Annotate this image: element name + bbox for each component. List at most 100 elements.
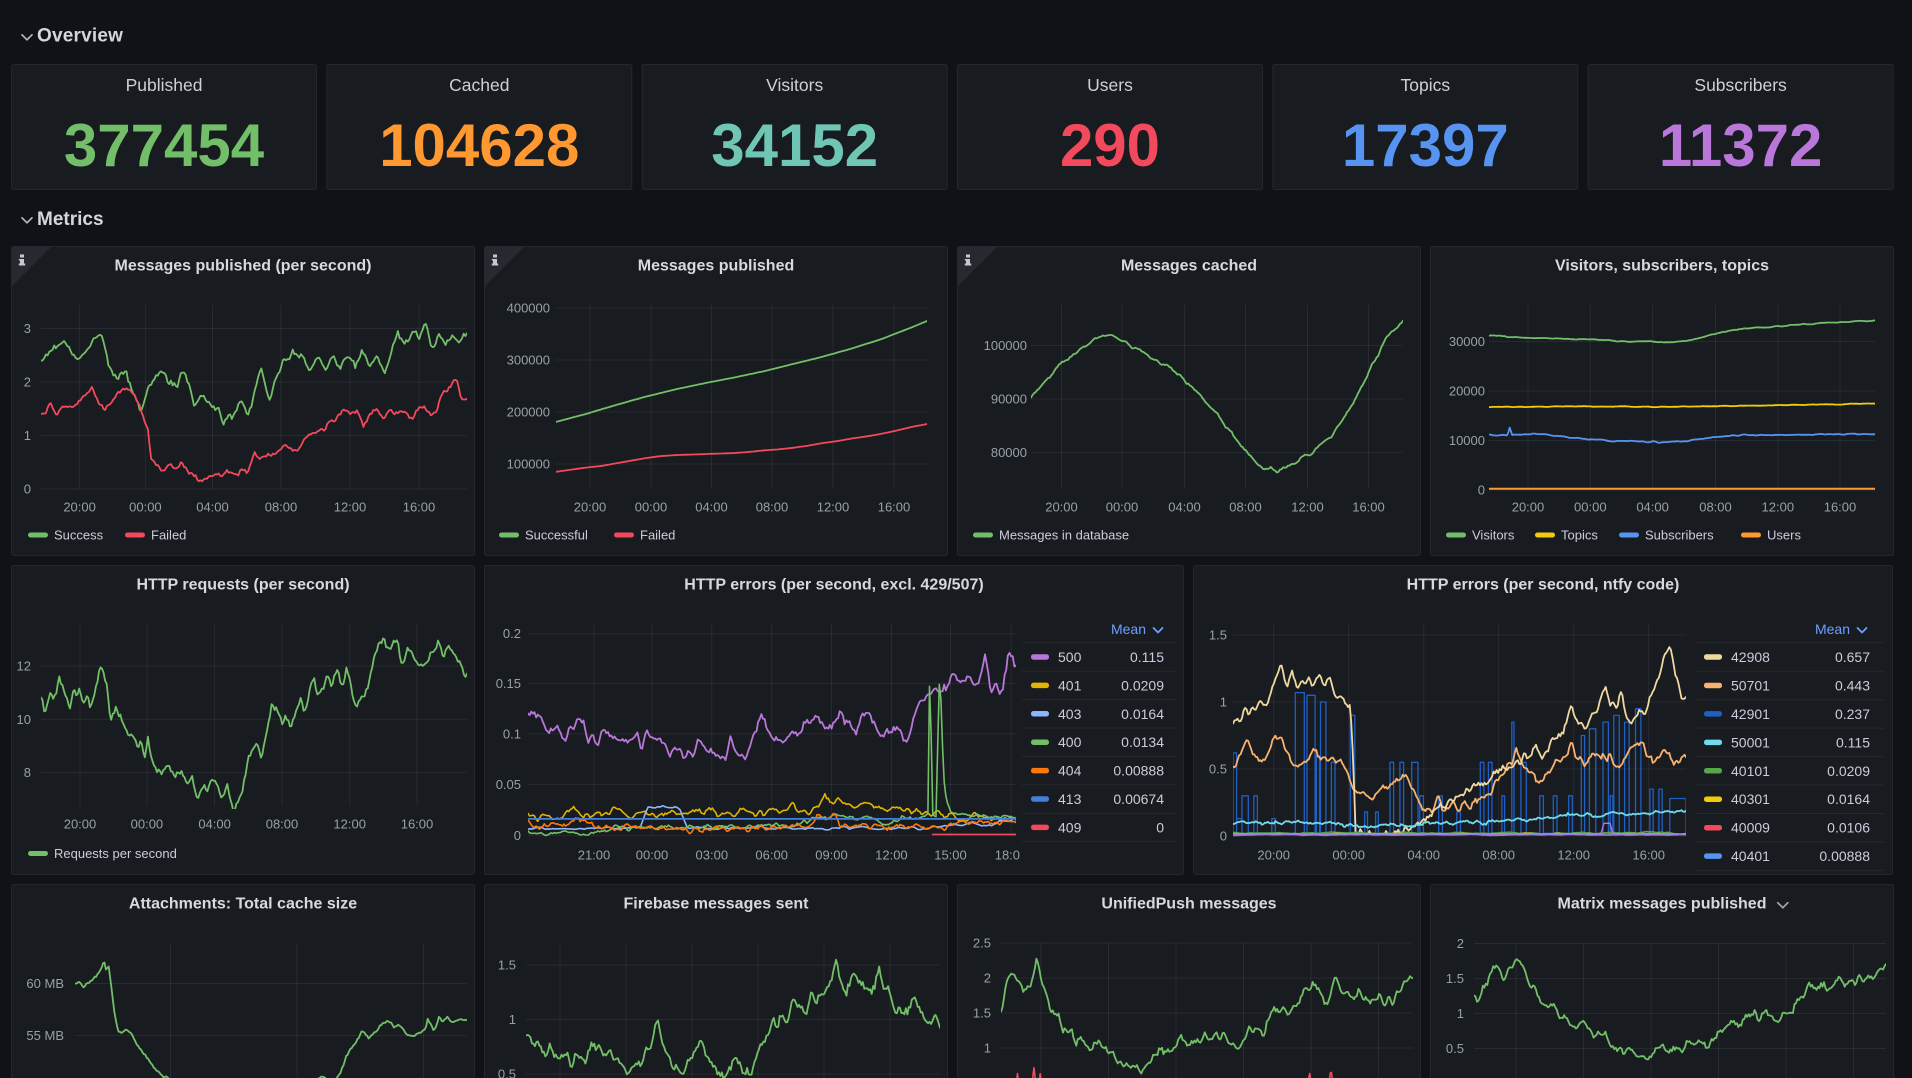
svg-text:Metrics: Metrics (37, 209, 104, 230)
svg-text:Users: Users (1087, 75, 1133, 95)
svg-text:40401: 40401 (1731, 848, 1770, 864)
svg-text:17397: 17397 (1342, 112, 1509, 179)
svg-text:0.2: 0.2 (503, 626, 521, 641)
svg-text:1.5: 1.5 (1446, 971, 1464, 986)
svg-text:Visitors: Visitors (1472, 528, 1515, 543)
svg-text:0.115: 0.115 (1130, 649, 1164, 665)
svg-text:400: 400 (1058, 734, 1082, 750)
svg-text:16:00: 16:00 (1632, 848, 1665, 863)
svg-text:16:00: 16:00 (878, 500, 911, 515)
svg-text:0.15: 0.15 (496, 676, 521, 691)
svg-text:00:00: 00:00 (636, 848, 669, 863)
svg-text:0.5: 0.5 (498, 1067, 516, 1078)
svg-text:12: 12 (17, 659, 31, 674)
svg-text:HTTP requests (per second): HTTP requests (per second) (136, 577, 349, 594)
svg-text:34152: 34152 (711, 112, 878, 179)
svg-text:1: 1 (24, 428, 31, 443)
svg-text:100000: 100000 (984, 338, 1027, 353)
svg-text:500: 500 (1058, 649, 1082, 665)
svg-text:1.5: 1.5 (1209, 628, 1227, 643)
svg-text:0: 0 (514, 828, 521, 843)
svg-text:20:00: 20:00 (1512, 500, 1545, 515)
svg-text:08:00: 08:00 (756, 500, 789, 515)
svg-text:Published: Published (126, 75, 203, 95)
svg-text:Overview: Overview (37, 26, 123, 47)
svg-text:80000: 80000 (991, 445, 1027, 460)
svg-text:0.1: 0.1 (503, 726, 521, 741)
svg-text:HTTP errors (per second, ntfy: HTTP errors (per second, ntfy code) (1407, 577, 1680, 594)
svg-text:377454: 377454 (64, 112, 265, 179)
svg-text:0.657: 0.657 (1835, 649, 1870, 665)
svg-text:0.443: 0.443 (1835, 678, 1870, 694)
svg-text:413: 413 (1058, 791, 1082, 807)
svg-text:Messages in database: Messages in database (999, 528, 1129, 543)
svg-text:Topics: Topics (1561, 528, 1598, 543)
svg-text:04:00: 04:00 (198, 817, 231, 832)
svg-text:200000: 200000 (507, 405, 550, 420)
svg-text:0: 0 (1156, 819, 1164, 835)
svg-text:10: 10 (17, 712, 31, 727)
svg-text:0.0209: 0.0209 (1827, 763, 1870, 779)
svg-text:12:00: 12:00 (334, 500, 367, 515)
svg-text:400000: 400000 (507, 301, 550, 316)
svg-text:50001: 50001 (1731, 734, 1770, 750)
svg-text:00:00: 00:00 (635, 500, 668, 515)
svg-text:Subscribers: Subscribers (1694, 75, 1787, 95)
svg-text:409: 409 (1058, 819, 1082, 835)
svg-text:16:00: 16:00 (1352, 500, 1385, 515)
svg-text:1: 1 (984, 1041, 991, 1056)
svg-text:2: 2 (1457, 936, 1464, 951)
svg-text:20:00: 20:00 (1257, 848, 1290, 863)
svg-text:2: 2 (984, 971, 991, 986)
svg-text:Messages published (per second: Messages published (per second) (115, 258, 372, 275)
svg-text:00:00: 00:00 (1332, 848, 1365, 863)
svg-text:16:00: 16:00 (1824, 500, 1857, 515)
svg-text:0.0209: 0.0209 (1121, 677, 1164, 693)
svg-text:04:00: 04:00 (695, 500, 728, 515)
svg-text:20:00: 20:00 (64, 817, 97, 832)
svg-text:104628: 104628 (379, 112, 579, 179)
svg-text:3: 3 (24, 321, 31, 336)
svg-text:42908: 42908 (1731, 649, 1770, 665)
svg-text:Requests per second: Requests per second (54, 846, 177, 861)
svg-text:40301: 40301 (1731, 791, 1770, 807)
svg-text:Attachments: Total cache size: Attachments: Total cache size (129, 896, 357, 913)
svg-text:16:00: 16:00 (401, 817, 434, 832)
svg-text:0.05: 0.05 (496, 777, 521, 792)
svg-text:404: 404 (1058, 763, 1082, 779)
svg-text:290: 290 (1060, 112, 1160, 179)
svg-text:0: 0 (24, 482, 31, 497)
svg-text:42901: 42901 (1731, 706, 1770, 722)
svg-text:04:00: 04:00 (1168, 500, 1201, 515)
svg-text:0.00674: 0.00674 (1113, 791, 1164, 807)
svg-text:0.115: 0.115 (1836, 734, 1870, 750)
svg-text:12:00: 12:00 (1762, 500, 1795, 515)
svg-text:00:00: 00:00 (1574, 500, 1607, 515)
svg-text:20:00: 20:00 (1045, 500, 1078, 515)
svg-text:04:00: 04:00 (1407, 848, 1440, 863)
svg-text:0: 0 (1478, 483, 1485, 498)
svg-text:0.5: 0.5 (1209, 762, 1227, 777)
svg-text:2: 2 (24, 375, 31, 390)
svg-text:09:00: 09:00 (815, 848, 848, 863)
svg-text:100000: 100000 (507, 457, 550, 472)
svg-text:00:00: 00:00 (1106, 500, 1139, 515)
svg-text:08:00: 08:00 (1699, 500, 1732, 515)
svg-text:12:00: 12:00 (1291, 500, 1324, 515)
svg-text:60 MB: 60 MB (26, 976, 64, 991)
svg-text:403: 403 (1058, 706, 1082, 722)
svg-text:21:00: 21:00 (578, 848, 611, 863)
svg-text:12:00: 12:00 (875, 848, 908, 863)
svg-text:0.0134: 0.0134 (1121, 734, 1164, 750)
svg-text:HTTP errors (per second, excl.: HTTP errors (per second, excl. 429/507) (684, 577, 983, 594)
svg-text:Successful: Successful (525, 528, 588, 543)
svg-text:UnifiedPush messages: UnifiedPush messages (1101, 896, 1276, 913)
svg-text:1: 1 (1220, 695, 1227, 710)
svg-text:Cached: Cached (449, 75, 509, 95)
svg-text:18:00: 18:00 (995, 848, 1028, 863)
svg-text:Matrix messages published: Matrix messages published (1558, 896, 1767, 913)
svg-text:0.00888: 0.00888 (1819, 848, 1870, 864)
svg-text:11372: 11372 (1659, 112, 1823, 179)
svg-text:20:00: 20:00 (63, 500, 96, 515)
svg-text:16:00: 16:00 (403, 500, 436, 515)
